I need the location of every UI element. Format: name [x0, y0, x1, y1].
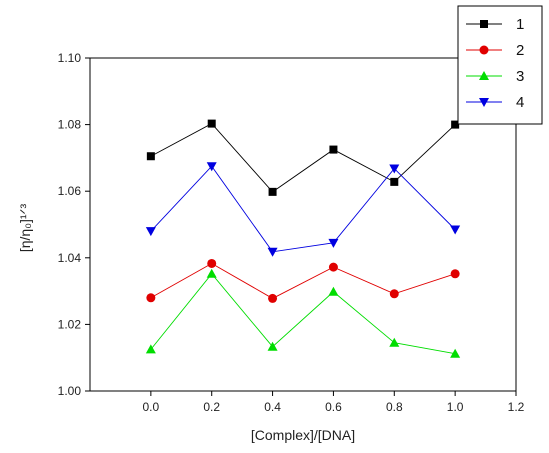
- data-point: [206, 268, 217, 278]
- x-tick-label: 0.0: [143, 400, 160, 414]
- x-tick-label: 0.6: [325, 400, 342, 414]
- data-point: [390, 177, 399, 186]
- legend-box: [457, 5, 543, 125]
- legend-marker: [479, 98, 489, 107]
- legend-label: 4: [516, 94, 524, 111]
- data-point: [267, 341, 278, 351]
- legend: 1 2 3 4: [457, 5, 543, 125]
- x-tick-label: 0.2: [203, 400, 220, 414]
- legend-item: 1: [466, 16, 524, 33]
- data-point: [389, 337, 400, 347]
- y-tick-label: 1.10: [58, 51, 82, 65]
- legend-item: 3: [466, 68, 524, 85]
- data-point: [146, 293, 156, 303]
- data-point: [389, 289, 399, 299]
- series-4: [145, 162, 461, 257]
- data-point: [267, 247, 278, 257]
- data-point: [329, 145, 338, 154]
- plot-area: [89, 57, 517, 392]
- series-line-3: [150, 273, 456, 355]
- data-point: [450, 225, 461, 235]
- data-point: [328, 262, 338, 272]
- series-1: [146, 119, 460, 196]
- x-tick-label: 1.2: [508, 400, 525, 414]
- x-axis-label: [Complex]/[DNA]: [251, 427, 355, 443]
- y-tick-label: 1.00: [58, 384, 82, 398]
- axis-ticks: 0.0 0.2 0.4 0.6 0.8 1.0 1.2 1.00 1.02 1.04 1.06 1.0…: [58, 51, 525, 414]
- y-tick-label: 1.04: [58, 251, 82, 265]
- y-axis-label: [η/η₀]¹ᐟ³: [17, 204, 33, 253]
- legend-label: 2: [516, 42, 524, 59]
- data-point: [451, 120, 460, 129]
- data-point: [145, 227, 156, 237]
- y-tick-label: 1.06: [58, 184, 82, 198]
- data-point: [389, 164, 400, 174]
- series-2: [146, 258, 460, 303]
- data-point: [145, 344, 156, 354]
- series-line-1: [150, 123, 456, 193]
- data-point: [146, 152, 155, 161]
- data-point: [328, 286, 339, 296]
- data-point: [207, 258, 217, 268]
- series-line-2: [150, 262, 456, 299]
- x-tick-label: 0.4: [264, 400, 281, 414]
- data-point: [268, 187, 277, 196]
- series-layer: [145, 119, 461, 358]
- x-tick-label: 1.0: [447, 400, 464, 414]
- data-point: [206, 162, 217, 172]
- legend-marker: [480, 20, 488, 28]
- legend-item: 4: [466, 94, 524, 111]
- series-line-4: [150, 165, 456, 253]
- data-point: [450, 348, 461, 358]
- y-tick-label: 1.02: [58, 317, 82, 331]
- data-point: [328, 238, 339, 248]
- y-tick-label: 1.08: [58, 118, 82, 132]
- legend-label: 3: [516, 68, 524, 85]
- x-tick-label: 0.8: [386, 400, 403, 414]
- legend-item: 2: [466, 42, 524, 59]
- legend-label: 1: [516, 16, 524, 33]
- legend-marker: [479, 45, 489, 55]
- data-point: [207, 119, 216, 128]
- series-3: [145, 268, 461, 358]
- data-point: [450, 269, 460, 279]
- data-point: [268, 293, 278, 303]
- legend-marker: [479, 71, 489, 80]
